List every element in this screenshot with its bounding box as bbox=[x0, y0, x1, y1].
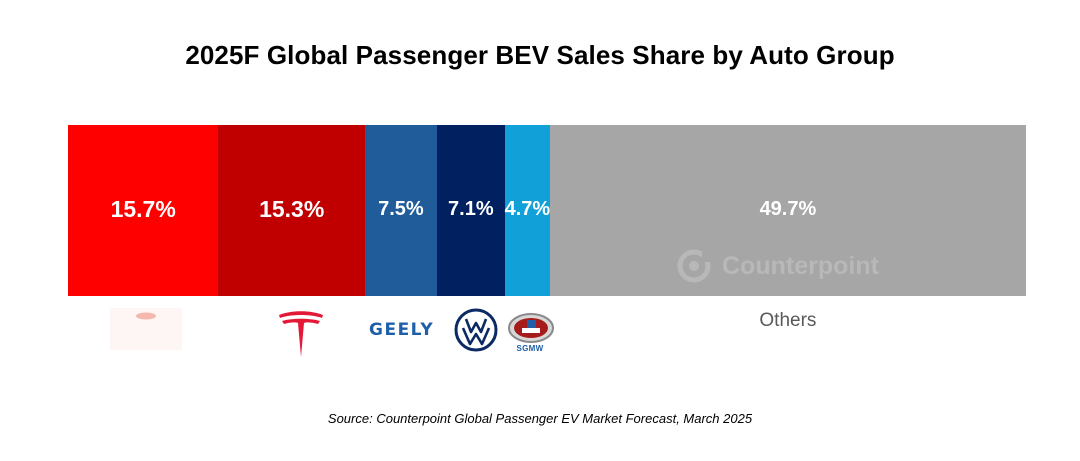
segment-value-label: 15.3% bbox=[259, 196, 325, 222]
tesla-logo bbox=[275, 309, 327, 359]
segment-value-label: 7.5% bbox=[378, 198, 424, 220]
byd-logo-icon bbox=[110, 308, 182, 350]
volkswagen-vw-icon bbox=[454, 308, 498, 352]
sgmw-logo-text: SGMW bbox=[516, 344, 544, 353]
counterpoint-watermark: Counterpoint bbox=[676, 248, 879, 284]
byd-logo bbox=[108, 306, 184, 352]
bar-segment: 49.7% bbox=[549, 125, 1026, 296]
bar-segment: 15.7% bbox=[68, 125, 219, 296]
watermark-text: Counterpoint bbox=[722, 251, 879, 280]
bar-segment: 4.7% bbox=[505, 125, 550, 296]
segment-value-label: 15.7% bbox=[110, 196, 176, 222]
others-category-label: Others bbox=[759, 310, 817, 331]
segment-value-label: 49.7% bbox=[759, 198, 817, 220]
counterpoint-logo-icon bbox=[677, 249, 711, 283]
tesla-t-icon bbox=[279, 311, 323, 357]
source-note: Source: Counterpoint Global Passenger EV… bbox=[327, 411, 753, 426]
bar-segment: 7.5% bbox=[364, 125, 437, 296]
sgmw-logo bbox=[507, 312, 555, 344]
stacked-share-bar: 15.7% 15.3% 7.5% 7.1% 4.7% 49.7% bbox=[68, 125, 1026, 296]
segment-value-label: 7.1% bbox=[448, 198, 494, 220]
volkswagen-logo bbox=[454, 308, 498, 352]
bar-segment: 7.1% bbox=[436, 125, 505, 296]
geely-logo: GEELY bbox=[369, 320, 435, 340]
sgmw-badge-icon bbox=[508, 313, 554, 343]
segment-value-label: 4.7% bbox=[504, 198, 551, 220]
bar-segment: 15.3% bbox=[218, 125, 365, 296]
chart-title: 2025F Global Passenger BEV Sales Share b… bbox=[185, 40, 895, 70]
